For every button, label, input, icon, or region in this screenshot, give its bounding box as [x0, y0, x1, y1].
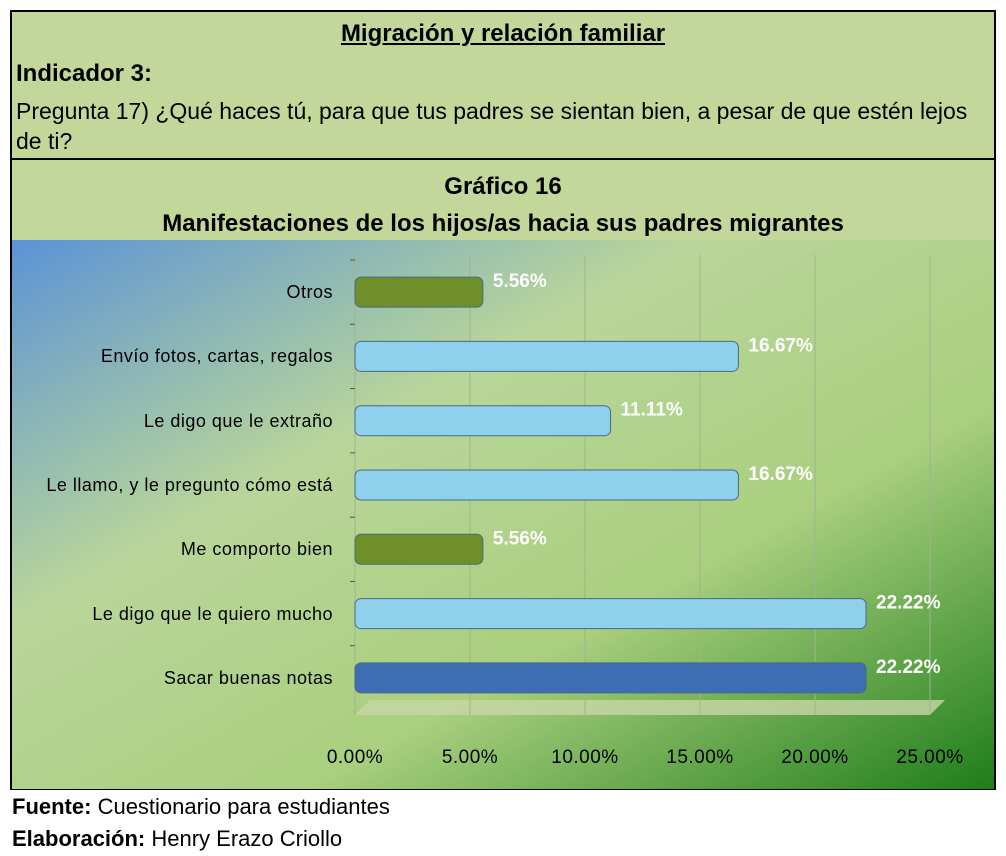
- header: Migración y relación familiar Indicador …: [10, 10, 996, 160]
- plot-background: [12, 240, 994, 789]
- category-label: Me comporto bien: [180, 539, 333, 560]
- author-label: Elaboración:: [12, 826, 146, 851]
- source-line: Fuente: Cuestionario para estudiantes: [12, 794, 390, 820]
- value-label: 11.11%: [621, 400, 683, 421]
- value-label: 16.67%: [748, 335, 813, 356]
- category-label: Otros: [286, 282, 333, 303]
- category-label: Le digo que le quiero mucho: [92, 603, 333, 624]
- x-tick-label: 5.00%: [442, 747, 498, 768]
- category-label: Envío fotos, cartas, regalos: [100, 346, 333, 367]
- header-title: Migración y relación familiar: [340, 20, 666, 47]
- bar: [354, 340, 739, 372]
- x-tick-label: 20.00%: [781, 747, 848, 768]
- bar: [354, 662, 867, 694]
- bar: [354, 598, 867, 630]
- x-tick-label: 0.00%: [327, 747, 383, 768]
- value-label: 5.56%: [493, 528, 547, 549]
- bar: [354, 469, 739, 501]
- category-label: Sacar buenas notas: [163, 667, 333, 688]
- value-label: 22.22%: [876, 593, 941, 614]
- question: Pregunta 17) ¿Qué haces tú, para que tus…: [16, 98, 968, 154]
- author-line: Elaboración: Henry Erazo Criollo: [12, 826, 342, 852]
- author: Henry Erazo Criollo: [151, 826, 343, 851]
- floor: [355, 700, 945, 715]
- category-label: Le digo que le extraño: [143, 410, 333, 431]
- x-tick-label: 25.00%: [896, 747, 963, 768]
- x-tick-label: 15.00%: [666, 747, 733, 768]
- x-tick-label: 10.00%: [551, 747, 618, 768]
- value-label: 16.67%: [748, 464, 813, 485]
- indicator: Indicador 3:: [16, 60, 153, 87]
- chart-subtitle: Manifestaciones de los hijos/as hacia su…: [162, 210, 844, 237]
- value-label: 5.56%: [493, 271, 547, 292]
- source: Cuestionario para estudiantes: [97, 794, 390, 819]
- bar: [354, 533, 484, 565]
- source-label: Fuente:: [12, 794, 92, 819]
- chart-title: Gráfico 16: [444, 173, 561, 200]
- value-label: 22.22%: [876, 657, 941, 678]
- bar: [354, 276, 484, 308]
- bar: [354, 405, 612, 437]
- category-label: Le llamo, y le pregunto cómo está: [46, 475, 333, 495]
